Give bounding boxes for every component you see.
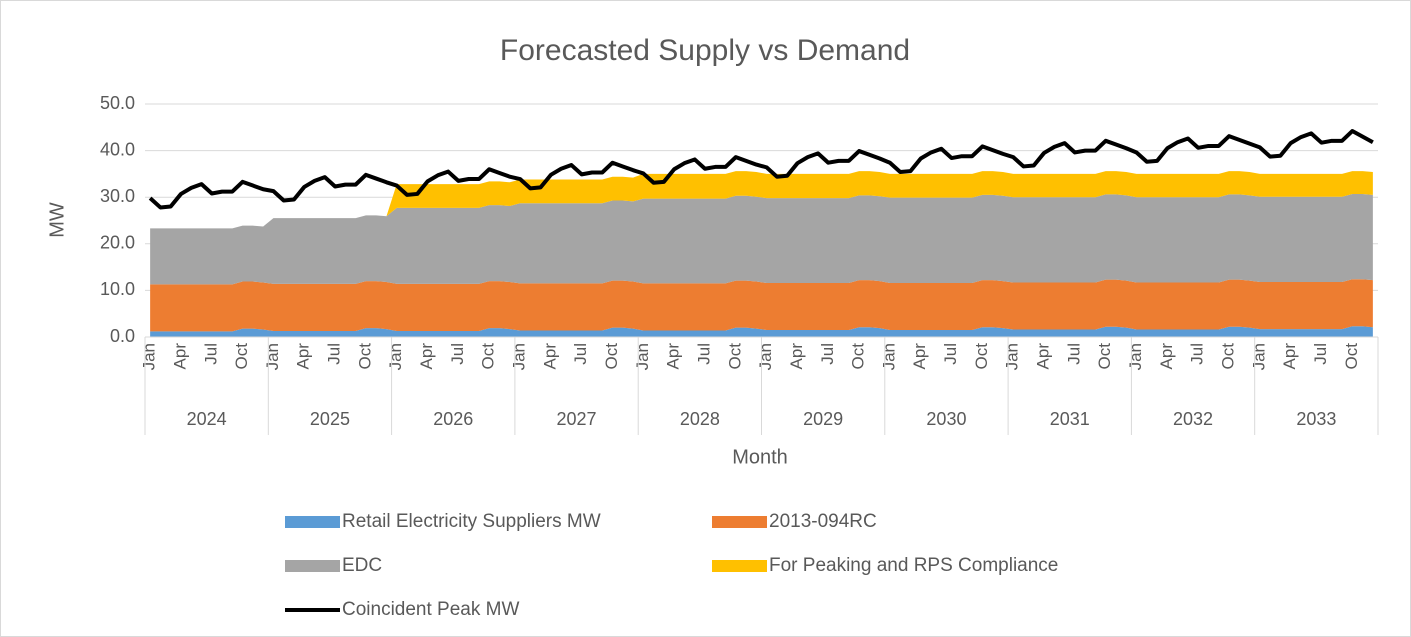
y-tick-label: 30.0 bbox=[100, 186, 135, 206]
legend-swatch bbox=[285, 560, 340, 572]
legend-label: 2013-094RC bbox=[769, 511, 877, 532]
year-label: 2029 bbox=[803, 409, 843, 429]
x-tick-label: Jan bbox=[140, 343, 159, 370]
x-tick-label: Apr bbox=[417, 343, 436, 370]
x-tick-label: Jan bbox=[756, 343, 775, 370]
x-tick-label: Jan bbox=[633, 343, 652, 370]
x-tick-label: Oct bbox=[1095, 343, 1114, 370]
y-axis-label: MW bbox=[46, 202, 68, 238]
x-tick-label: Jan bbox=[879, 343, 898, 370]
x-tick-label: Oct bbox=[725, 343, 744, 370]
x-tick-label: Jul bbox=[694, 343, 713, 365]
year-label: 2024 bbox=[187, 409, 227, 429]
x-tick-label: Oct bbox=[972, 343, 991, 370]
year-label: 2032 bbox=[1173, 409, 1213, 429]
x-tick-label: Oct bbox=[232, 343, 251, 370]
x-tick-label: Jan bbox=[1126, 343, 1145, 370]
x-tick-label: Apr bbox=[170, 343, 189, 370]
y-tick-label: 20.0 bbox=[100, 233, 135, 253]
x-tick-label: Jul bbox=[1188, 343, 1207, 365]
x-tick-label: Jan bbox=[1249, 343, 1268, 370]
legend-label: For Peaking and RPS Compliance bbox=[769, 555, 1058, 576]
legend-swatch bbox=[712, 560, 767, 572]
year-label: 2025 bbox=[310, 409, 350, 429]
x-tick-label: Oct bbox=[1218, 343, 1237, 370]
area bbox=[150, 171, 1373, 229]
x-tick-label: Apr bbox=[1034, 343, 1053, 370]
y-tick-label: 50.0 bbox=[100, 93, 135, 113]
legend-label: Retail Electricity Suppliers MW bbox=[342, 511, 601, 532]
x-tick-label: Jul bbox=[818, 343, 837, 365]
x-tick-label: Oct bbox=[849, 343, 868, 370]
legend-swatch bbox=[285, 516, 340, 528]
legend-label: Coincident Peak MW bbox=[342, 599, 519, 620]
year-label: 2031 bbox=[1050, 409, 1090, 429]
x-tick-label: Jul bbox=[941, 343, 960, 365]
x-axis-label: Month bbox=[732, 446, 788, 468]
x-tick-label: Apr bbox=[1280, 343, 1299, 370]
x-tick-label: Jul bbox=[325, 343, 344, 365]
x-tick-label: Jul bbox=[571, 343, 590, 365]
x-tick-label: Jan bbox=[1003, 343, 1022, 370]
area bbox=[150, 193, 1373, 285]
x-tick-label: Apr bbox=[294, 343, 313, 370]
x-tick-label: Apr bbox=[787, 343, 806, 370]
x-tick-label: Jan bbox=[263, 343, 282, 370]
x-tick-label: Jul bbox=[1311, 343, 1330, 365]
area bbox=[150, 279, 1373, 332]
y-tick-label: 0.0 bbox=[110, 326, 135, 346]
area bbox=[150, 326, 1373, 337]
x-tick-label: Apr bbox=[540, 343, 559, 370]
year-label: 2033 bbox=[1296, 409, 1336, 429]
x-tick-label: Apr bbox=[664, 343, 683, 370]
year-label: 2028 bbox=[680, 409, 720, 429]
year-label: 2030 bbox=[926, 409, 966, 429]
y-tick-label: 10.0 bbox=[100, 279, 135, 299]
x-tick-label: Apr bbox=[910, 343, 929, 370]
y-tick-label: 40.0 bbox=[100, 139, 135, 159]
x-tick-label: Oct bbox=[479, 343, 498, 370]
x-tick-label: Jul bbox=[201, 343, 220, 365]
line bbox=[148, 129, 1374, 210]
x-tick-label: Apr bbox=[1157, 343, 1176, 370]
x-tick-label: Jul bbox=[448, 343, 467, 365]
x-tick-label: Jan bbox=[510, 343, 529, 370]
chart-title: Forecasted Supply vs Demand bbox=[500, 34, 910, 67]
x-tick-label: Jul bbox=[1064, 343, 1083, 365]
x-tick-label: Oct bbox=[355, 343, 374, 370]
year-label: 2026 bbox=[433, 409, 473, 429]
legend-label: EDC bbox=[342, 555, 382, 576]
x-tick-label: Oct bbox=[602, 343, 621, 370]
x-tick-label: Oct bbox=[1342, 343, 1361, 370]
x-tick-label: Jan bbox=[386, 343, 405, 370]
year-label: 2027 bbox=[557, 409, 597, 429]
legend-swatch bbox=[712, 516, 767, 528]
